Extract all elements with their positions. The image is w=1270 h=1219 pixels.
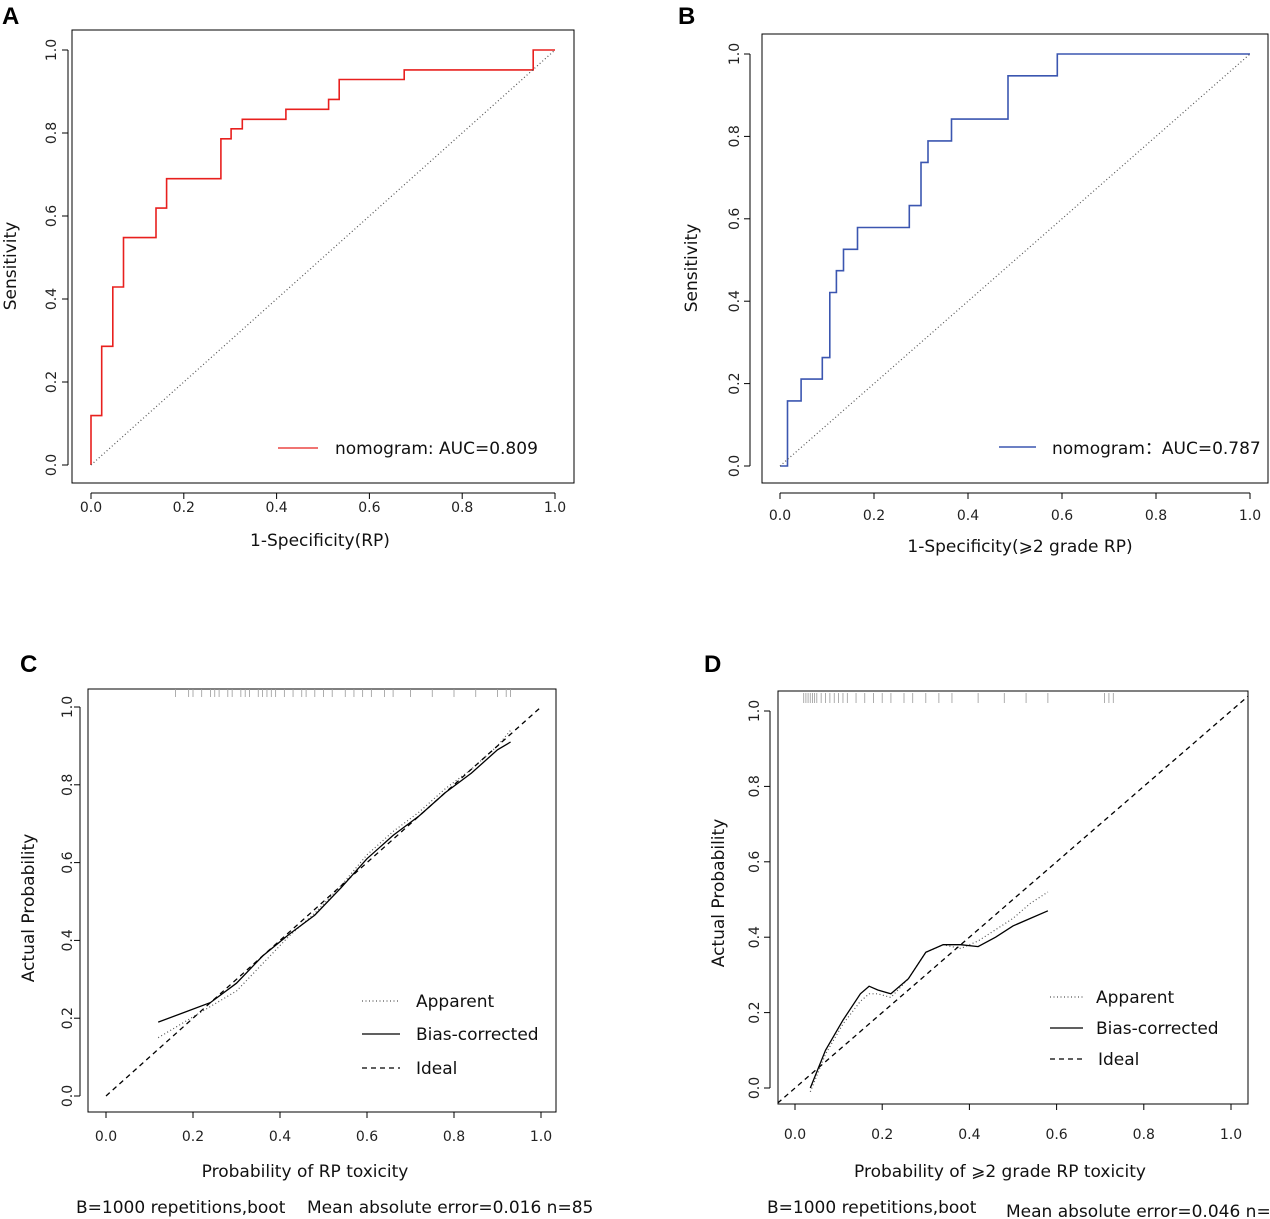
y-tick-label-d: 0.0 (747, 1077, 763, 1099)
y-tick-label-c: 0.4 (60, 929, 76, 951)
footer-left-c: B=1000 repetitions,boot (76, 1198, 286, 1218)
x-tick-label-c: 1.0 (530, 1129, 552, 1145)
panel-b: B 0.0 0.2 0.4 0.6 0.8 1.0 0.0 0.2 0.4 0.6 0.8 1.0 1… (678, 3, 1269, 557)
y-tick-label-c: 0.2 (60, 1007, 76, 1029)
y-axis-label-b: Sensitivity (682, 224, 702, 313)
x-tick-label-d: 0.8 (1133, 1127, 1155, 1143)
x-tick-label-a: 0.2 (173, 500, 195, 516)
x-tick-label-b: 0.0 (769, 508, 791, 524)
panel-a: A 0.0 0.2 0.4 0.6 0.8 1.0 0.0 0.2 0.4 0.6 0.8 1.0 1… (1, 3, 575, 551)
x-axis-label-d: Probability of ⩾2 grade RP toxicity (854, 1162, 1146, 1182)
y-tick-label-b: 0.4 (727, 290, 743, 312)
plot-frame-b (761, 33, 1269, 484)
x-tick-label-a: 1.0 (544, 500, 566, 516)
legend-ideal-d: Ideal (1098, 1050, 1139, 1070)
plot-area-a: 0.0 0.2 0.4 0.6 0.8 1.0 0.0 0.2 0.4 0.6 0.8 1.0 (44, 39, 566, 516)
x-tick-label-c: 0.0 (95, 1129, 117, 1145)
legend-ideal-c: Ideal (416, 1059, 457, 1079)
x-tick-label-b: 0.2 (863, 508, 885, 524)
legend-bias-d: Bias-corrected (1096, 1019, 1219, 1039)
x-tick-label-b: 0.6 (1051, 508, 1073, 524)
y-tick-label-c: 0.0 (60, 1085, 76, 1107)
x-tick-label-c: 0.4 (269, 1129, 291, 1145)
y-tick-label-b: 0.2 (727, 372, 743, 394)
plot-area-d: 0.0 0.2 0.4 0.6 0.8 1.0 0.0 0.2 0.4 0.6 0.8 1.0 (747, 693, 1248, 1143)
x-tick-label-b: 0.8 (1145, 508, 1167, 524)
series-nomogram-a (90, 49, 555, 465)
panel-c: C 0.0 0.2 0.4 0.6 0.8 1.0 0.0 0.2 0.4 0.6 0.8 1.0 P… (19, 651, 593, 1218)
y-tick-label-b: 1.0 (727, 43, 743, 65)
x-tick-label-a: 0.8 (451, 500, 473, 516)
y-axis-label-a: Sensitivity (1, 222, 21, 311)
y-tick-label-a: 0.6 (44, 205, 60, 227)
legend-apparent-c: Apparent (416, 992, 494, 1012)
series-apparent-c (157, 729, 512, 1039)
x-tick-label-c: 0.8 (443, 1129, 465, 1145)
y-tick-label-c: 0.8 (60, 774, 76, 796)
panel-label-a: A (2, 3, 19, 30)
x-tick-label-a: 0.4 (265, 500, 287, 516)
series-ideal-c (105, 706, 542, 1097)
legend-bias-c: Bias-corrected (416, 1025, 539, 1045)
y-tick-label-d: 0.6 (747, 851, 763, 873)
x-tick-label-a: 0.0 (80, 500, 102, 516)
y-tick-label-b: 0.0 (727, 455, 743, 477)
y-tick-label-a: 0.4 (44, 288, 60, 310)
legend-apparent-d: Apparent (1096, 988, 1174, 1008)
x-tick-label-a: 0.6 (358, 500, 380, 516)
y-tick-label-d: 1.0 (747, 700, 763, 722)
panel-label-d: D (704, 651, 721, 678)
y-tick-label-d: 0.2 (747, 1001, 763, 1023)
x-tick-label-c: 0.2 (182, 1129, 204, 1145)
series-ideal-d (778, 695, 1248, 1104)
x-axis-label-b: 1-Specificity(⩾2 grade RP) (907, 537, 1132, 557)
plot-area-c: 0.0 0.2 0.4 0.6 0.8 1.0 0.0 0.2 0.4 0.6 0.8 1.0 (60, 689, 552, 1145)
legend-label-b: nomogram：AUC=0.787 (1052, 439, 1261, 459)
x-tick-label-d: 0.2 (871, 1127, 893, 1143)
x-tick-label-d: 1.0 (1220, 1127, 1242, 1143)
y-axis-label-c: Actual Probability (19, 834, 39, 983)
legend-label-a: nomogram: AUC=0.809 (335, 439, 538, 459)
x-tick-label-d: 0.6 (1045, 1127, 1067, 1143)
x-tick-label-c: 0.6 (356, 1129, 378, 1145)
panel-d: D 0.0 0.2 0.4 0.6 0.8 1.0 0.0 0.2 0.4 0.6 0.8 1.0 P… (704, 651, 1270, 1219)
x-tick-label-b: 0.4 (957, 508, 979, 524)
series-apparent-d (809, 891, 1049, 1093)
x-tick-label-d: 0.0 (784, 1127, 806, 1143)
footer-left-d: B=1000 repetitions,boot (767, 1198, 977, 1218)
y-tick-label-a: 0.8 (44, 122, 60, 144)
y-tick-label-a: 0.2 (44, 371, 60, 393)
y-tick-label-a: 1.0 (44, 39, 60, 61)
y-tick-label-c: 0.6 (60, 851, 76, 873)
footer-right-d: Mean absolute error=0.046 n=85 (1006, 1202, 1270, 1219)
series-reference-a (90, 49, 556, 466)
y-tick-label-b: 0.8 (727, 125, 743, 147)
series-reference-b (779, 53, 1251, 467)
x-tick-label-b: 1.0 (1239, 508, 1261, 524)
series-bias-corrected-c (157, 741, 511, 1023)
x-tick-label-d: 0.4 (958, 1127, 980, 1143)
panel-label-b: B (678, 3, 695, 30)
panel-label-c: C (20, 651, 37, 678)
y-axis-label-d: Actual Probability (709, 819, 729, 968)
x-axis-label-a: 1-Specificity(RP) (250, 531, 390, 551)
plot-frame-a (71, 29, 575, 484)
y-tick-label-c: 1.0 (60, 696, 76, 718)
y-tick-label-d: 0.4 (747, 926, 763, 948)
series-bias-corrected-d (809, 910, 1049, 1089)
plot-frame-c (87, 688, 557, 1113)
y-tick-label-b: 0.6 (727, 208, 743, 230)
series-nomogram-b (780, 53, 1250, 467)
x-axis-label-c: Probability of RP toxicity (202, 1162, 409, 1182)
plot-area-b: 0.0 0.2 0.4 0.6 0.8 1.0 0.0 0.2 0.4 0.6 0.8 1.0 (727, 43, 1261, 524)
footer-right-c: Mean absolute error=0.016 n=85 (307, 1198, 593, 1218)
y-tick-label-a: 0.0 (44, 454, 60, 476)
y-tick-label-d: 0.8 (747, 775, 763, 797)
